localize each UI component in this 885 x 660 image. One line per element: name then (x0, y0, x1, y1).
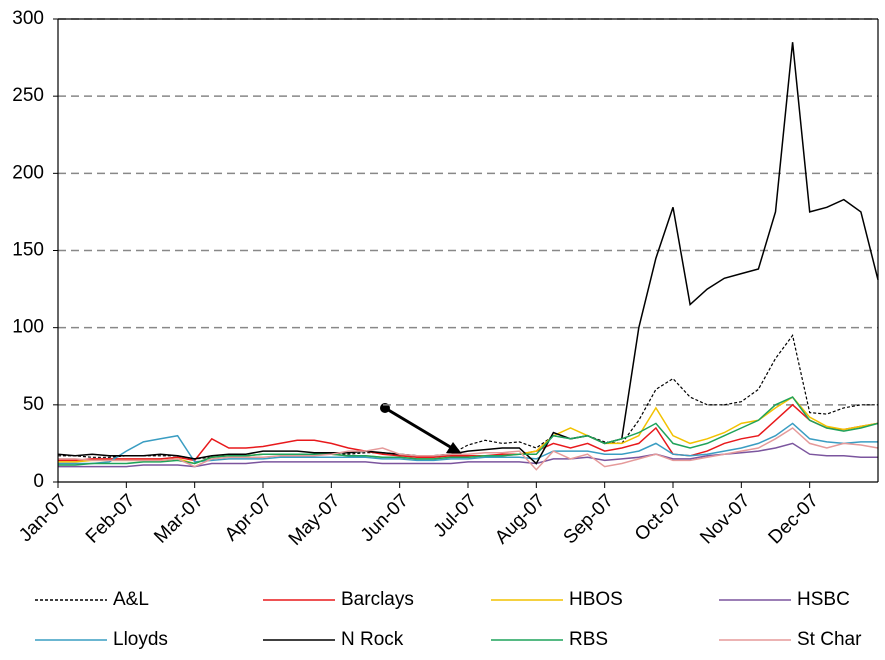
x-tick-label: Dec-07 (765, 490, 823, 548)
x-tick-label: Sep-07 (560, 490, 618, 548)
legend-label: HBOS (569, 589, 623, 610)
series-line (58, 442, 878, 468)
legend-item: St Char (719, 629, 862, 650)
arrow-shaft (384, 406, 453, 450)
x-tick-label: Nov-07 (696, 490, 754, 548)
y-tick-label: 100 (12, 317, 44, 338)
legend-item: RBS (491, 629, 608, 650)
series-line (58, 396, 879, 466)
x-tick-label: Jan-07 (15, 490, 71, 546)
y-tick-label: 250 (12, 85, 44, 106)
y-tick-label: 150 (12, 240, 44, 261)
legend-label: St Char (797, 629, 862, 650)
series-line (58, 422, 878, 465)
legend-label: RBS (569, 629, 608, 650)
x-tick-label: Jun-07 (357, 490, 413, 546)
legend-item: A&L (35, 589, 149, 610)
legend-item: N Rock (263, 629, 404, 650)
legend-label: Lloyds (113, 629, 168, 650)
x-tick-label: Feb-07 (82, 490, 139, 547)
y-tick-label: 300 (12, 8, 44, 29)
legend-item: Barclays (263, 589, 414, 610)
legend-label: N Rock (341, 629, 404, 650)
x-tick-label: Apr-07 (221, 490, 276, 545)
x-tick-label: Jul-07 (430, 490, 481, 541)
y-tick-label: 0 (33, 471, 44, 492)
x-tick-label: May-07 (285, 490, 345, 550)
legend-label: A&L (113, 589, 149, 610)
legend-label: Barclays (341, 589, 414, 610)
x-tick-label: Oct-07 (631, 490, 686, 545)
x-tick-label: Aug-07 (491, 490, 549, 548)
legend-item: HSBC (719, 589, 850, 610)
series-line (58, 403, 879, 462)
x-tick-label: Mar-07 (150, 490, 207, 547)
series-line (58, 427, 879, 471)
y-tick-label: 50 (23, 394, 44, 415)
y-tick-label: 200 (12, 162, 44, 183)
legend-label: HSBC (797, 589, 850, 610)
series-line (57, 42, 879, 465)
legend-item: Lloyds (35, 629, 168, 650)
annotation-arrow (380, 403, 462, 454)
legend-item: HBOS (491, 589, 623, 610)
